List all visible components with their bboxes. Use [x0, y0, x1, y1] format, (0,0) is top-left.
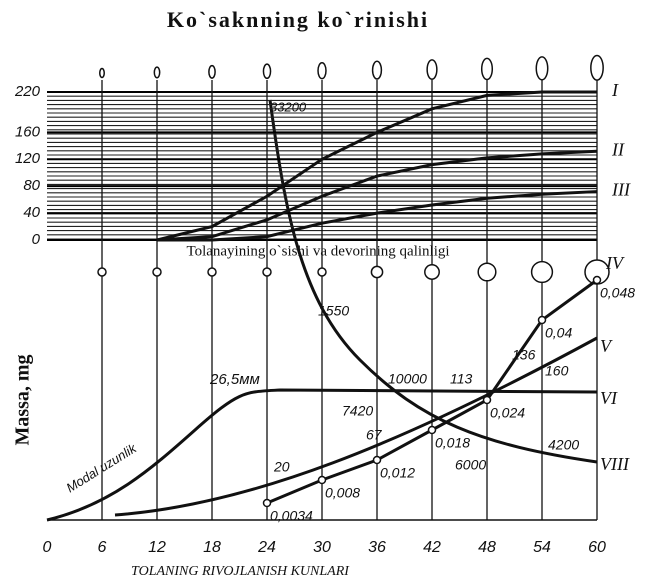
data-point [319, 477, 326, 484]
annotation: 26,5мм [209, 371, 260, 388]
boll-icon [482, 58, 493, 79]
annotation: VI [600, 388, 618, 408]
y-tick-label: 0 [32, 231, 41, 248]
fiber-circle [478, 263, 496, 281]
boll-icon [263, 64, 270, 78]
series-label: I [611, 80, 619, 100]
annotation: 113 [450, 371, 473, 387]
boll-icon [100, 69, 104, 78]
annotation: 136 [512, 347, 536, 363]
boll-icon [373, 61, 382, 79]
data-point [374, 457, 381, 464]
y-tick-label: 80 [23, 177, 40, 194]
annotation: 10000 [388, 371, 427, 387]
fiber-circle [263, 268, 271, 276]
value-label: 0,0034 [270, 508, 313, 524]
data-point [484, 397, 491, 404]
series-label: II [611, 139, 625, 159]
boll-icon [536, 57, 547, 80]
fiber-circle [371, 266, 382, 277]
x-tick-label: 30 [313, 539, 331, 556]
series-label: III [611, 180, 631, 200]
data-point [264, 500, 271, 507]
x-tick-label: 60 [588, 539, 606, 556]
y-tick-label: 220 [14, 83, 41, 100]
annotation: 67 [366, 427, 383, 443]
value-label: 0,048 [600, 285, 635, 301]
annotation: 4200 [548, 437, 579, 453]
boll-icon [209, 66, 215, 78]
y-tick-label: 40 [23, 204, 40, 221]
fiber-circle [98, 268, 106, 276]
value-label: 0,024 [490, 405, 525, 421]
subtitle: Tolanayining o`sishi va devorining qalin… [186, 243, 449, 259]
x-tick-label: 12 [148, 539, 166, 556]
boll-icon [154, 67, 159, 78]
fiber-circle [532, 262, 553, 283]
boll-icon [427, 60, 437, 79]
annotation: 160 [545, 363, 569, 379]
fiber-circle [153, 268, 161, 276]
annotation: 1550 [318, 303, 349, 319]
x-tick-label: 48 [478, 539, 496, 556]
annotation: 33200 [270, 99, 307, 114]
x-tick-label: 42 [423, 539, 441, 556]
y-tick-label: 120 [15, 150, 41, 167]
x-tick-label: 36 [368, 539, 386, 556]
value-label: 0,018 [435, 435, 470, 451]
series-label: IV [605, 253, 625, 273]
value-label: 0,012 [380, 465, 415, 481]
data-point [429, 427, 436, 434]
annotation: VIII [600, 454, 630, 474]
annotation: 20 [273, 459, 290, 475]
x-tick-label: 24 [257, 539, 276, 556]
annotation: V [600, 336, 613, 356]
boll-icon [318, 63, 326, 79]
value-label: 0,008 [325, 485, 360, 501]
fiber-circle [318, 268, 326, 276]
y-tick-label: 160 [15, 123, 41, 140]
x-tick-label: 54 [533, 539, 551, 556]
chart-title: Ko`saknning ko`rinishi [167, 7, 429, 32]
annotation: 7420 [342, 403, 373, 419]
fiber-circle [425, 265, 439, 279]
x-tick-label: 6 [98, 539, 107, 556]
data-point [594, 277, 601, 284]
y-axis-label: Massa, mg [12, 354, 34, 445]
fiber-circle [208, 268, 216, 276]
x-tick-label: 18 [203, 539, 221, 556]
chart: Ko`saknning ko`rinishi Tolanayining o`si… [0, 0, 646, 582]
data-point [539, 317, 546, 324]
boll-icon [591, 55, 603, 80]
value-label: 0,04 [545, 325, 572, 341]
x-axis-label: TOLANING RIVOJLANISH KUNLARI [131, 564, 350, 579]
annotation: 6000 [455, 457, 486, 473]
x-tick-label: 0 [43, 539, 52, 556]
